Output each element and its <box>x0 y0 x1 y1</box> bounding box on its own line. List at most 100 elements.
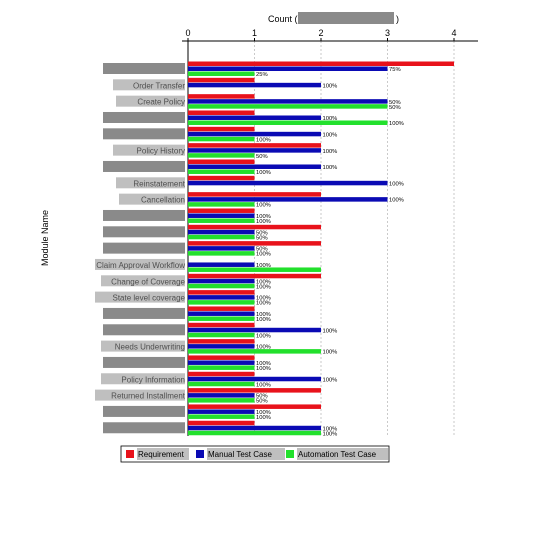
bar-requirement <box>188 224 321 230</box>
data-label: 100% <box>323 149 338 155</box>
data-label: 100% <box>256 382 271 388</box>
data-label: 75% <box>389 67 401 73</box>
category-labels: Order TransferCreate PolicyPolicy Histor… <box>95 63 186 434</box>
bar-automation <box>188 267 321 272</box>
data-label: 25% <box>256 72 268 78</box>
bar-manual <box>188 311 255 316</box>
x-tick-label: 4 <box>451 28 456 38</box>
bar-automation <box>188 430 321 436</box>
category-label-redaction <box>119 193 185 205</box>
data-label: 100% <box>256 410 271 416</box>
category-label-redaction <box>101 340 185 352</box>
bar-manual <box>188 213 255 218</box>
bar-manual <box>188 295 255 300</box>
bar-automation <box>188 283 255 289</box>
bar-automation <box>188 120 388 125</box>
bar-requirement <box>188 241 321 246</box>
bar-automation <box>188 153 255 158</box>
bar-automation <box>188 234 255 240</box>
bar-manual <box>188 246 255 251</box>
category-label-redaction <box>95 389 185 401</box>
bar-requirement <box>188 110 255 115</box>
bar-automation <box>188 365 255 370</box>
data-label: 100% <box>323 377 338 383</box>
bar-requirement <box>188 420 255 426</box>
bar-manual <box>188 278 255 284</box>
bar-requirement <box>188 77 255 83</box>
bar-requirement <box>188 371 255 377</box>
data-label: 100% <box>256 317 271 323</box>
data-label: 100% <box>256 252 271 258</box>
data-label: 100% <box>323 350 338 356</box>
data-label: 100% <box>256 333 271 339</box>
data-label: 50% <box>256 230 268 236</box>
bar-manual <box>188 66 388 71</box>
bar-manual <box>188 115 321 120</box>
data-labels: 75%25%100%50%50%100%100%100%100%100%50%1… <box>256 67 404 437</box>
bar-requirement <box>188 143 321 148</box>
data-label: 100% <box>389 121 404 127</box>
data-label: 100% <box>389 198 404 204</box>
category-label-redaction <box>103 209 185 221</box>
bar-automation <box>188 316 255 321</box>
bar-manual <box>188 344 255 349</box>
bar-manual <box>188 164 321 169</box>
bar-automation <box>188 104 388 109</box>
data-label: 100% <box>323 426 338 432</box>
data-label: 100% <box>256 415 271 421</box>
bar-automation <box>188 71 255 76</box>
data-label: 50% <box>256 399 268 405</box>
bar-requirement <box>188 159 255 164</box>
bar-requirement <box>188 388 321 393</box>
category-label-redaction <box>101 373 185 385</box>
data-label: 100% <box>323 328 338 334</box>
x-axis-title-suffix: ) <box>396 14 399 24</box>
x-tick-label: 0 <box>185 28 190 38</box>
bar-requirement <box>188 339 255 344</box>
category-label-redaction <box>103 324 185 336</box>
data-label: 100% <box>323 431 338 437</box>
category-label-redaction <box>113 79 185 91</box>
bar-manual <box>188 82 321 88</box>
data-label: 100% <box>256 312 271 318</box>
data-label: 50% <box>256 235 268 241</box>
bar-automation <box>188 251 255 256</box>
bar-requirement <box>188 61 454 66</box>
bar-manual <box>188 327 321 333</box>
x-tick-label: 1 <box>252 28 257 38</box>
category-label-redaction <box>95 291 185 303</box>
data-label: 50% <box>256 394 268 400</box>
legend-label-manual: Manual Test Case <box>208 450 272 459</box>
category-label-redaction <box>116 177 185 189</box>
data-label: 100% <box>256 263 271 269</box>
legend-label-redaction <box>297 448 389 460</box>
bar-manual <box>188 425 321 431</box>
bar-requirement <box>188 192 321 197</box>
legend-label-requirement: Requirement <box>138 450 185 459</box>
bar-automation <box>188 300 255 305</box>
data-label: 100% <box>256 301 271 307</box>
legend-label-automation: Automation Test Case <box>298 450 377 459</box>
bar-manual <box>188 262 255 267</box>
data-label: 100% <box>389 181 404 187</box>
legend-label-redaction <box>207 448 285 460</box>
data-label: 100% <box>256 214 271 220</box>
x-tick-label: 3 <box>385 28 390 38</box>
category-label-redaction <box>103 242 185 254</box>
bar-manual <box>188 229 255 235</box>
bar-manual <box>188 376 321 382</box>
bar-requirement <box>188 355 255 360</box>
category-label-redaction <box>103 111 185 123</box>
data-label: 100% <box>256 203 271 209</box>
bar-automation <box>188 218 255 223</box>
bar-automation <box>188 349 321 354</box>
bar-requirement <box>188 175 255 181</box>
bar-automation <box>188 381 255 387</box>
bar-automation <box>188 169 255 174</box>
bar-manual <box>188 131 321 137</box>
data-label: 100% <box>323 165 338 171</box>
bar-requirement <box>188 126 255 132</box>
legend-label-redaction <box>137 448 189 460</box>
legend-swatch-manual <box>196 450 204 458</box>
category-label-redaction <box>103 63 185 74</box>
